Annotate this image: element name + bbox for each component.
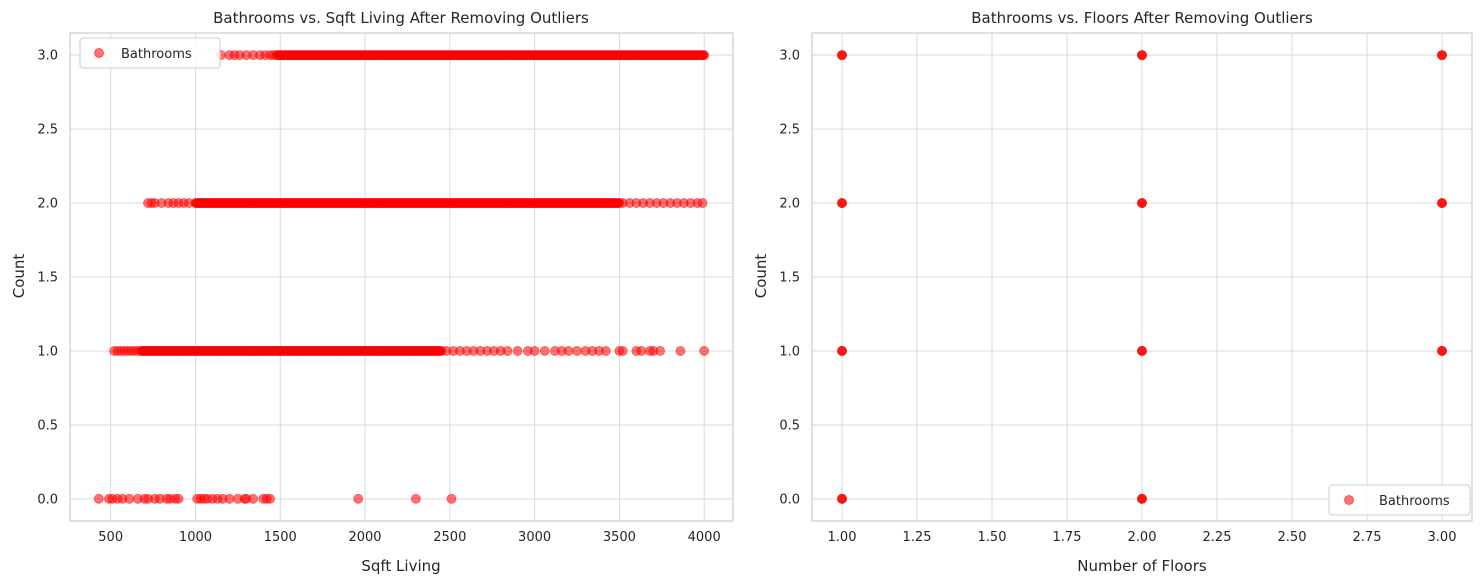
y-tick-label: 2.5 <box>37 123 58 138</box>
data-point <box>539 346 550 356</box>
plot-frame <box>811 32 1473 522</box>
data-point <box>173 493 184 504</box>
x-tick-label: 2.25 <box>1203 530 1232 545</box>
data-point <box>837 346 847 356</box>
data-point <box>699 50 710 61</box>
x-tick-label: 4000 <box>688 530 721 545</box>
data-point <box>636 346 647 356</box>
chart-floors: Bathrooms vs. Floors After Removing Outl… <box>752 9 1473 575</box>
y-tick-label: 0.5 <box>779 418 800 433</box>
x-axis-label: Number of Floors <box>1077 557 1207 575</box>
data-point <box>502 346 513 356</box>
y-tick-label: 3.0 <box>37 49 58 64</box>
data-point <box>1437 346 1447 356</box>
chart-title: Bathrooms vs. Floors After Removing Outl… <box>971 9 1313 27</box>
y-tick-label: 0.0 <box>37 492 58 507</box>
chart-title: Bathrooms vs. Sqft Living After Removing… <box>213 9 589 27</box>
y-tick-labels: 0.0 0.5 1.0 1.5 2.0 2.5 3.0 <box>37 49 58 508</box>
data-point <box>600 346 611 356</box>
x-tick-label: 1.50 <box>978 530 1007 545</box>
y-tick-labels: 0.0 0.5 1.0 1.5 2.0 2.5 3.0 <box>779 49 800 508</box>
x-tick-label: 1.25 <box>903 530 932 545</box>
data-point <box>132 346 143 356</box>
x-tick-label: 2.50 <box>1278 530 1307 545</box>
y-tick-label: 2.5 <box>779 123 800 138</box>
data-point <box>93 493 104 504</box>
legend-marker <box>1344 495 1354 505</box>
gridlines <box>812 33 1472 521</box>
data-points <box>837 50 1447 504</box>
x-tick-label: 1000 <box>179 530 212 545</box>
legend-label: Bathrooms <box>1379 494 1450 509</box>
y-tick-label: 1.0 <box>37 344 58 359</box>
y-axis-label: Count <box>752 254 770 299</box>
data-point <box>675 346 686 356</box>
data-point <box>837 198 847 208</box>
data-point <box>617 346 628 356</box>
data-points <box>93 50 710 504</box>
x-tick-label: 3000 <box>518 530 551 545</box>
data-point <box>183 198 194 208</box>
legend-box <box>79 37 221 69</box>
x-tick-label: 2.75 <box>1353 530 1382 545</box>
x-axis-label: Sqft Living <box>361 557 440 575</box>
legend[interactable]: Bathrooms <box>1328 484 1471 516</box>
legend-label: Bathrooms <box>121 47 192 62</box>
y-tick-label: 3.0 <box>779 49 800 64</box>
data-point <box>1137 493 1147 504</box>
data-point <box>268 50 279 61</box>
data-point <box>655 346 665 356</box>
data-point <box>563 346 574 356</box>
data-point <box>837 50 847 61</box>
chart-sqft-living: Bathrooms vs. Sqft Living After Removing… <box>10 9 734 575</box>
data-point <box>697 198 708 208</box>
data-point <box>411 493 421 504</box>
plot-frame <box>69 32 734 522</box>
data-point <box>265 493 275 504</box>
data-point <box>1437 198 1447 208</box>
y-tick-label: 0.5 <box>37 418 58 433</box>
x-tick-labels: 1.00 1.25 1.50 1.75 2.00 2.25 2.50 2.75 3.00 <box>828 530 1457 545</box>
y-tick-label: 1.5 <box>37 271 58 286</box>
legend-marker <box>94 48 104 58</box>
x-tick-label: 500 <box>98 530 123 545</box>
x-tick-label: 2500 <box>433 530 466 545</box>
data-point <box>124 493 135 504</box>
y-tick-label: 2.0 <box>779 197 800 212</box>
data-point <box>353 493 364 504</box>
data-point <box>529 346 540 356</box>
legend[interactable]: Bathrooms <box>79 37 221 69</box>
x-tick-label: 2.00 <box>1128 530 1157 545</box>
data-point <box>572 346 582 356</box>
data-point <box>1137 198 1147 208</box>
y-tick-label: 1.5 <box>779 271 800 286</box>
x-tick-label: 1500 <box>264 530 297 545</box>
data-point <box>512 346 523 356</box>
y-tick-label: 2.0 <box>37 197 58 212</box>
y-tick-label: 0.0 <box>779 492 800 507</box>
data-point <box>446 493 457 504</box>
x-tick-label: 1.75 <box>1053 530 1082 545</box>
x-tick-labels: 500 1000 1500 2000 2500 3000 3500 4000 <box>98 530 720 545</box>
data-point <box>1137 50 1147 61</box>
data-point <box>248 493 259 504</box>
x-tick-label: 1.00 <box>828 530 857 545</box>
y-axis-label: Count <box>10 254 28 299</box>
x-tick-label: 2000 <box>348 530 381 545</box>
data-point <box>837 493 847 504</box>
x-tick-label: 3.00 <box>1428 530 1457 545</box>
gridlines <box>70 33 733 521</box>
y-tick-label: 1.0 <box>779 344 800 359</box>
data-point <box>699 346 710 356</box>
data-point <box>224 493 235 504</box>
data-point <box>1137 346 1147 356</box>
x-tick-label: 3500 <box>603 530 636 545</box>
legend-box <box>1328 484 1471 516</box>
data-point <box>1437 50 1447 61</box>
